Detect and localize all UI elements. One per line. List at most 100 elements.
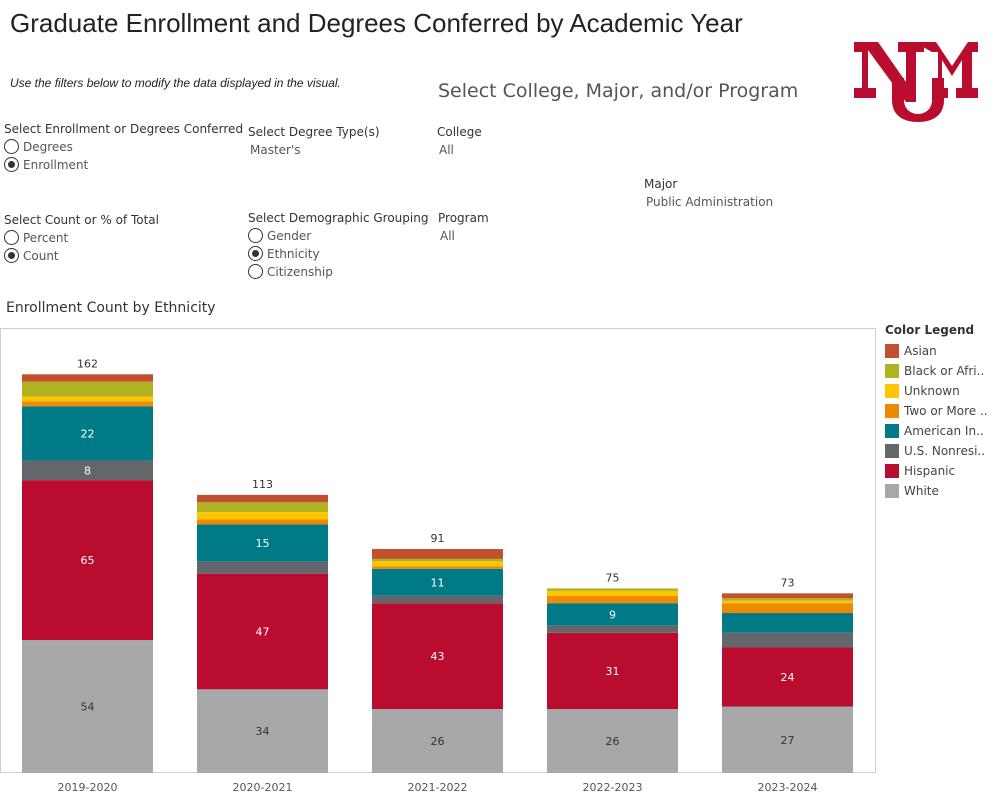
bar-segment[interactable] [197, 502, 328, 513]
segment-label: 65 [81, 554, 95, 567]
major-dropdown[interactable]: Public Administration [646, 195, 774, 209]
bar-total-label: 75 [606, 571, 620, 584]
segment-label: 24 [781, 671, 795, 684]
legend-item[interactable]: Black or Afri.. [885, 361, 997, 381]
legend-item[interactable]: U.S. Nonresi.. [885, 441, 997, 461]
degree-type-dropdown[interactable]: Master's [250, 143, 301, 157]
bar-segment[interactable] [547, 603, 678, 626]
segment-label: 22 [81, 427, 95, 440]
bar-segment[interactable] [372, 603, 503, 710]
chart-title: Enrollment Count by Ethnicity [6, 300, 216, 316]
legend-label: Black or Afri.. [904, 364, 985, 378]
bar-total-label: 91 [431, 532, 445, 545]
segment-label: 26 [431, 735, 445, 748]
legend-swatch [885, 344, 899, 358]
radio-ethnicity[interactable]: Ethnicity [248, 246, 320, 261]
bar-segment[interactable] [722, 613, 853, 633]
bar-segment[interactable] [722, 632, 853, 648]
segment-label: 9 [609, 608, 616, 621]
bar-segment[interactable] [22, 374, 153, 382]
legend-swatch [885, 464, 899, 478]
radio-citizenship[interactable]: Citizenship [248, 264, 333, 279]
bar-segment[interactable] [22, 406, 153, 461]
legend-item[interactable]: White [885, 481, 997, 501]
bar-segment[interactable] [547, 590, 678, 596]
bar-segment[interactable] [372, 549, 503, 559]
bar-segment[interactable] [547, 588, 678, 591]
bar-segment[interactable] [197, 494, 328, 503]
x-tick-label: 2022-2023 [583, 781, 643, 794]
bar-segment[interactable] [197, 519, 328, 525]
bar-segment[interactable] [722, 593, 853, 599]
bar-segment[interactable] [722, 647, 853, 707]
segment-label: 27 [781, 734, 795, 747]
program-filter-label: Program [438, 211, 489, 225]
radio-degrees[interactable]: Degrees [4, 139, 73, 154]
radio-count[interactable]: Count [4, 248, 59, 263]
segment-label: 31 [606, 665, 620, 678]
segment-label: 43 [431, 650, 445, 663]
legend-item[interactable]: Two or More .. [885, 401, 997, 421]
legend-swatch [885, 424, 899, 438]
bar-segment[interactable] [22, 460, 153, 481]
bar-segment[interactable] [22, 401, 153, 407]
segment-label: 15 [256, 537, 270, 550]
bar-segment[interactable] [722, 598, 853, 601]
page-title: Graduate Enrollment and Degrees Conferre… [10, 8, 743, 38]
bar-segment[interactable] [722, 706, 853, 773]
college-dropdown[interactable]: All [439, 143, 454, 157]
legend-item[interactable]: American In.. [885, 421, 997, 441]
bar-segment[interactable] [547, 632, 678, 710]
major-filter-label: Major [644, 177, 678, 191]
legend-label: Two or More .. [904, 404, 988, 418]
enroll-degrees-filter-label: Select Enrollment or Degrees Conferred [4, 122, 244, 136]
radio-label: Degrees [23, 139, 73, 154]
bar-segment[interactable] [722, 603, 853, 614]
bar-segment[interactable] [22, 640, 153, 773]
legend-label: Asian [904, 344, 937, 358]
bar-segment[interactable] [372, 709, 503, 773]
legend-swatch [885, 384, 899, 398]
color-legend: Color Legend Asian Black or Afri.. Unknown… [885, 323, 997, 501]
radio-enrollment[interactable]: Enrollment [4, 157, 88, 172]
bar-segment[interactable] [22, 396, 153, 402]
legend-swatch [885, 444, 899, 458]
segment-label: 11 [431, 576, 445, 589]
bar-segment[interactable] [722, 600, 853, 604]
bar-segment[interactable] [372, 561, 503, 567]
legend-item[interactable]: Unknown [885, 381, 997, 401]
bar-segment[interactable] [197, 561, 328, 574]
legend-label: U.S. Nonresi.. [904, 444, 986, 458]
college-major-program-heading: Select College, Major, and/or Program [438, 80, 799, 102]
legend-item[interactable]: Asian [885, 341, 997, 361]
bar-total-label: 113 [252, 478, 273, 491]
bar-segment[interactable] [197, 573, 328, 690]
segment-label: 54 [81, 701, 95, 714]
bar-segment[interactable] [197, 689, 328, 773]
bar-segment[interactable] [372, 595, 503, 604]
bar-segment[interactable] [547, 595, 678, 604]
bar-segment[interactable] [547, 709, 678, 773]
legend-label: White [904, 484, 939, 498]
bar-segment[interactable] [22, 480, 153, 641]
radio-gender[interactable]: Gender [248, 228, 311, 243]
radio-label: Ethnicity [267, 246, 320, 261]
bar-segment[interactable] [372, 568, 503, 596]
radio-label: Citizenship [267, 264, 333, 279]
bar-segment[interactable] [372, 558, 503, 562]
bar-segment[interactable] [197, 524, 328, 562]
segment-label: 47 [256, 625, 270, 638]
x-tick-label: 2021-2022 [408, 781, 468, 794]
bar-segment[interactable] [197, 512, 328, 520]
bar-segment[interactable] [547, 625, 678, 633]
program-dropdown[interactable]: All [440, 229, 455, 243]
bar-segment[interactable] [22, 381, 153, 397]
bar-segment[interactable] [372, 566, 503, 569]
legend-item[interactable]: Hispanic [885, 461, 997, 481]
segment-label: 34 [256, 725, 270, 738]
x-tick-label: 2020-2021 [233, 781, 293, 794]
radio-percent[interactable]: Percent [4, 230, 68, 245]
radio-circle [248, 264, 263, 279]
legend-label: American In.. [904, 424, 984, 438]
